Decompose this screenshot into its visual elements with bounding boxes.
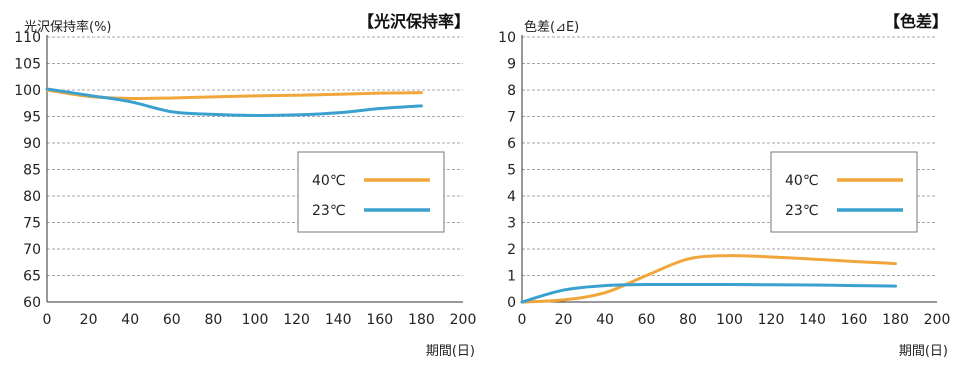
y-tick-label: 60 [23, 295, 41, 311]
y-axis-label: 光沢保持率(%) [24, 19, 112, 35]
x-tick-label: 140 [799, 312, 826, 328]
x-tick-label: 100 [716, 312, 743, 328]
y-tick-label: 80 [23, 189, 41, 205]
y-tick-label: 1 [507, 269, 516, 285]
x-tick-label: 200 [924, 312, 951, 328]
x-tick-label: 100 [242, 312, 269, 328]
y-tick-label: 75 [23, 216, 41, 232]
legend-label: 23℃ [785, 203, 819, 219]
x-tick-label: 40 [121, 312, 139, 328]
x-tick-label: 0 [518, 312, 527, 328]
x-tick-label: 80 [679, 312, 697, 328]
x-tick-label: 120 [758, 312, 785, 328]
y-tick-label: 9 [507, 57, 516, 73]
y-tick-label: 6 [507, 136, 516, 152]
legend-box [770, 151, 918, 233]
chart-0: 60 65 70 75 80 85 90 95 100 105 110 0 20 40 60 80 100 120… [14, 12, 476, 359]
y-tick-label: 3 [507, 216, 516, 232]
x-tick-label: 20 [555, 312, 573, 328]
x-tick-label: 40 [596, 312, 614, 328]
x-tick-label: 160 [366, 312, 393, 328]
legend: 40℃ 23℃ [297, 151, 445, 233]
chart-title: 【光沢保持率】 [358, 12, 470, 31]
x-tick-label: 180 [408, 312, 435, 328]
y-tick-label: 0 [507, 295, 516, 311]
y-tick-label: 85 [23, 163, 41, 179]
y-tick-label: 7 [507, 110, 516, 126]
legend-label: 23℃ [312, 203, 346, 219]
y-tick-label: 105 [14, 57, 41, 73]
y-tick-label: 5 [507, 163, 516, 179]
y-tick-label: 8 [507, 83, 516, 99]
y-tick-label: 4 [507, 189, 516, 205]
x-tick-label: 180 [882, 312, 909, 328]
y-axis-label: 色差(⊿E) [524, 19, 579, 35]
x-axis-label: 期間(日) [899, 344, 948, 359]
series-line-23c [45, 87, 423, 117]
series-line-23c [520, 282, 897, 304]
x-tick-label: 20 [80, 312, 98, 328]
x-tick-label: 60 [638, 312, 656, 328]
legend-box [297, 151, 445, 233]
legend-label: 40℃ [312, 173, 346, 189]
y-tick-label: 70 [23, 242, 41, 258]
y-tick-label: 95 [23, 110, 41, 126]
x-tick-label: 0 [43, 312, 52, 328]
y-tick-label: 65 [23, 269, 41, 285]
legend: 40℃ 23℃ [770, 151, 918, 233]
x-tick-label: 160 [841, 312, 868, 328]
legend-label: 40℃ [785, 173, 819, 189]
y-tick-label: 10 [498, 30, 516, 46]
y-tick-label: 110 [14, 30, 41, 46]
y-tick-label: 2 [507, 242, 516, 258]
series-line-40c [520, 254, 897, 304]
x-tick-label: 80 [204, 312, 222, 328]
x-tick-label: 200 [450, 312, 477, 328]
x-tick-label: 60 [163, 312, 181, 328]
x-tick-label: 140 [325, 312, 352, 328]
chart-title: 【色差】 [884, 12, 948, 31]
y-tick-label: 100 [14, 83, 41, 99]
x-tick-label: 120 [283, 312, 310, 328]
x-axis-label: 期間(日) [426, 344, 475, 359]
y-tick-label: 90 [23, 136, 41, 152]
